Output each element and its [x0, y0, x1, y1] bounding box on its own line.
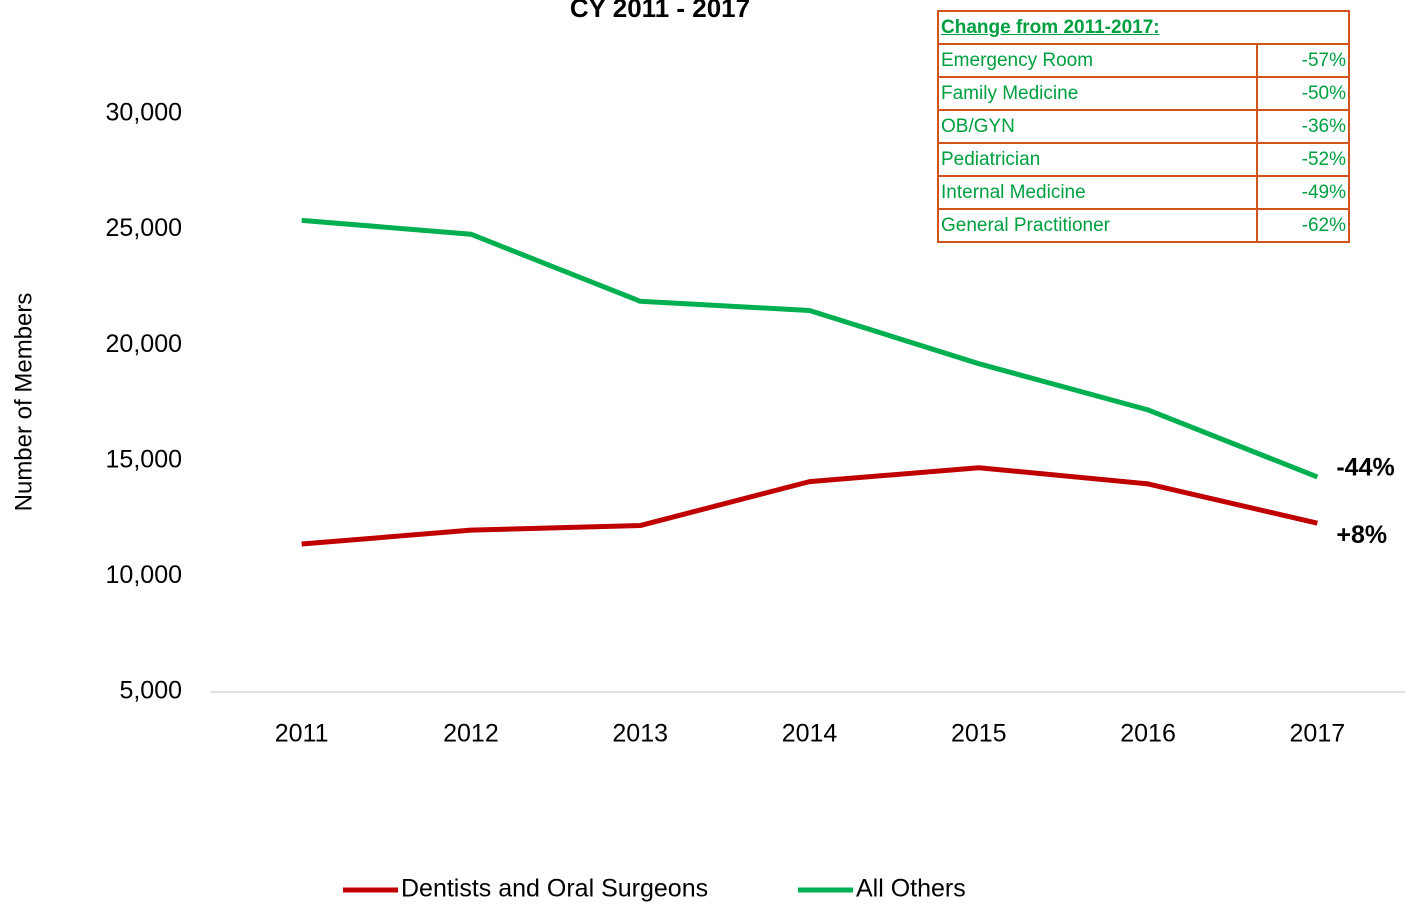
specialty: General Practitioner — [936, 208, 1259, 243]
x-tick-label: 2013 — [612, 720, 668, 748]
x-tick-label: 2012 — [443, 720, 499, 748]
specialty: OB/GYN — [936, 109, 1259, 144]
change: -50% — [1256, 76, 1350, 111]
specialty: Emergency Room — [936, 43, 1259, 78]
y-tick-label: 30,000 — [106, 99, 182, 127]
change: -57% — [1256, 43, 1350, 78]
y-axis-label: Number of Members — [10, 293, 37, 512]
table-header: Change from 2011-2017: — [937, 10, 1350, 45]
y-tick-label: 20,000 — [106, 330, 182, 358]
end-annotation: +8% — [1336, 521, 1387, 549]
table-row: OB/GYN -36% — [936, 109, 1350, 144]
x-tick-label: 2011 — [275, 720, 329, 748]
change-table: Change from 2011-2017: Emergency Room -57%… — [936, 10, 1350, 243]
table-row: Emergency Room -57% — [936, 43, 1350, 78]
table-header-row: Change from 2011-2017: — [937, 10, 1350, 45]
change: -52% — [1256, 142, 1350, 177]
x-tick-label: 2016 — [1120, 720, 1176, 748]
table-row: Internal Medicine -49% — [936, 175, 1350, 210]
y-tick-label: 10,000 — [106, 561, 182, 589]
change: -36% — [1256, 109, 1350, 144]
y-tick-label: 15,000 — [106, 445, 182, 473]
specialty: Family Medicine — [936, 76, 1259, 111]
specialty: Internal Medicine — [936, 175, 1259, 210]
legend-label: Dentists and Oral Surgeons — [401, 875, 708, 903]
y-tick-label: 5,000 — [119, 677, 182, 705]
table-row: General Practitioner -62% — [936, 208, 1350, 243]
end-annotation: -44% — [1336, 454, 1394, 482]
change: -62% — [1256, 208, 1350, 243]
chart-title: CY 2011 - 2017 — [570, 0, 750, 23]
x-tick-label: 2015 — [951, 720, 1007, 748]
table-row: Family Medicine -50% — [936, 76, 1350, 111]
x-tick-label: 2017 — [1290, 720, 1346, 748]
specialty: Pediatrician — [936, 142, 1259, 177]
series-line — [301, 465, 1318, 547]
x-tick-label: 2014 — [782, 720, 838, 748]
table-row: Pediatrician -52% — [936, 142, 1350, 177]
series-line — [301, 217, 1319, 480]
change: -49% — [1256, 175, 1350, 210]
y-tick-label: 25,000 — [106, 214, 182, 242]
legend-label: All Others — [856, 875, 966, 903]
